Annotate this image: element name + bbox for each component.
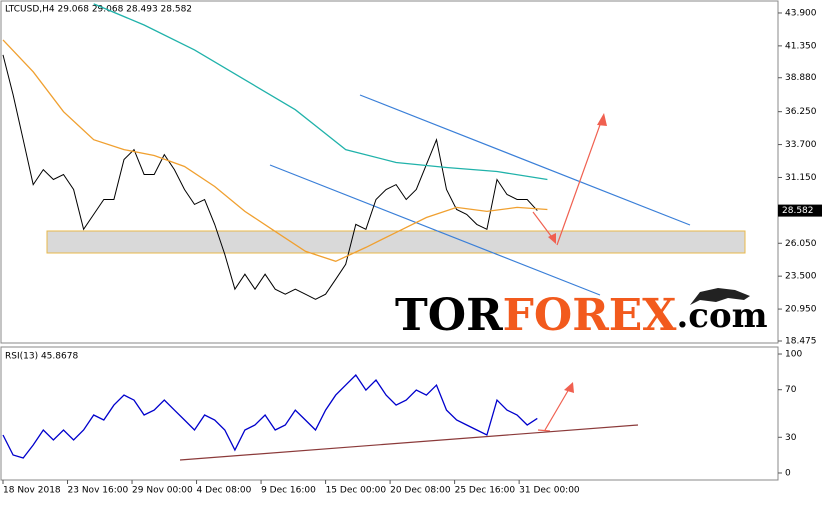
- channel-line: [359, 94, 691, 226]
- y-tick-label: 23.500: [785, 272, 817, 282]
- x-tick-label: 15 Dec 00:00: [326, 486, 387, 496]
- series-line: [2, 373, 538, 459]
- chart-title: LTCUSD,H4 29.068 29.068 28.493 28.582: [5, 5, 192, 15]
- y-tick-label: 26.050: [785, 239, 817, 249]
- x-tick-label: 29 Nov 00:00: [132, 486, 193, 496]
- support-zone: [46, 230, 746, 254]
- series-line: [2, 54, 538, 300]
- y-tick-label: 31.150: [785, 173, 817, 183]
- x-tick-label: 31 Dec 00:00: [519, 486, 580, 496]
- price-marker: [778, 204, 822, 217]
- x-tick-label: 9 Dec 16:00: [261, 486, 316, 496]
- y-tick-label: 43.900: [785, 8, 817, 18]
- y-tick-label: 38.880: [785, 73, 817, 83]
- bull-logo: [690, 288, 750, 305]
- watermark: TORFOREX.com: [395, 290, 768, 341]
- y-tick-label: 30: [785, 433, 797, 443]
- price-marker-label: 28.582: [782, 206, 814, 216]
- watermark-part: .com: [676, 296, 767, 336]
- y-tick-label: 18.475: [785, 337, 817, 347]
- y-tick-label: 41.350: [785, 41, 817, 51]
- y-tick-label: 33.700: [785, 140, 817, 150]
- forecast-arrows: [532, 113, 607, 432]
- series-line: [2, 39, 548, 262]
- watermark-part: FOREX: [503, 290, 678, 341]
- y-tick-label: 36.250: [785, 107, 817, 117]
- x-tick-label: 4 Dec 08:00: [197, 486, 252, 496]
- channel-line: [269, 164, 601, 296]
- main-frame: [0, 0, 779, 344]
- y-tick-label: 20.950: [785, 305, 817, 315]
- y-tick-label: 100: [785, 350, 802, 360]
- x-tick-label: 23 Nov 16:00: [68, 486, 129, 496]
- series-line: [93, 3, 548, 181]
- rsi-frame: [0, 346, 779, 481]
- x-tick-label: 20 Dec 08:00: [390, 486, 451, 496]
- x-tick-label: 25 Dec 16:00: [455, 486, 516, 496]
- rsi-title: RSI(13) 45.8678: [5, 352, 78, 362]
- y-tick-label: 0: [785, 468, 791, 478]
- rsi-trend-line: [179, 424, 639, 461]
- y-tick-label: 70: [785, 385, 797, 395]
- x-tick-label: 18 Nov 2018: [3, 486, 61, 496]
- watermark-part: TOR: [395, 290, 503, 341]
